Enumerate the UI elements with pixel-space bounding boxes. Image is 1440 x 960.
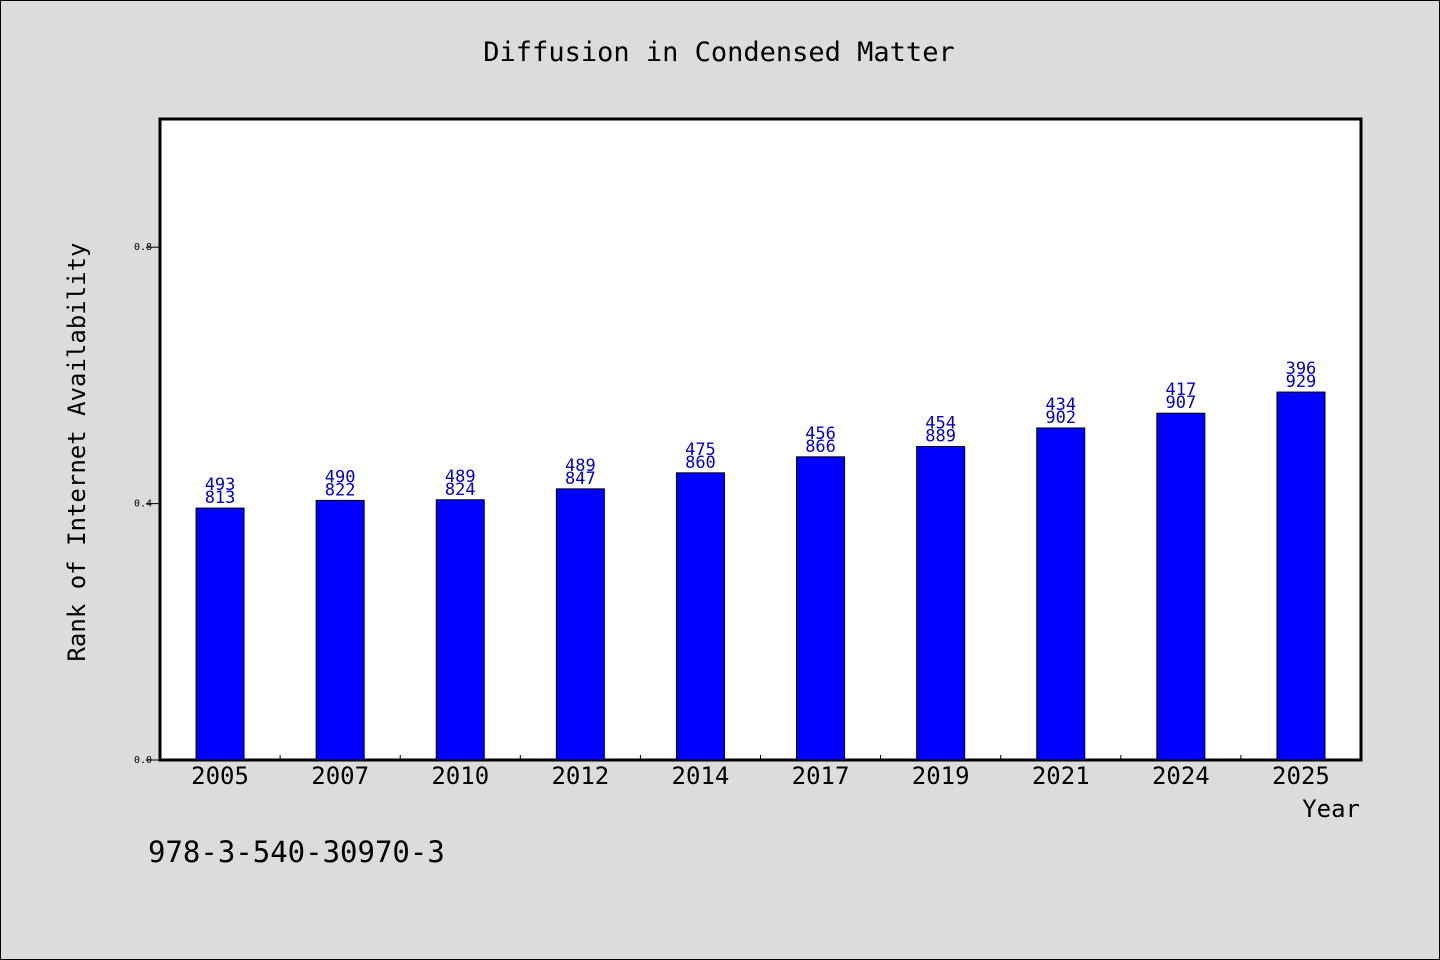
x-axis: 2005 2007 2010 2012 2014 2017 2019 2021 2024 2025 (191, 755, 1330, 790)
y-axis-label: Rank of Internet Availability (63, 242, 91, 661)
x-tick-label: 2014 (672, 762, 730, 790)
data-label-bottom: 866 (805, 437, 836, 457)
data-label-bottom: 824 (445, 480, 476, 500)
bar (1156, 412, 1206, 761)
bar (675, 472, 725, 761)
x-tick-label: 2025 (1272, 762, 1330, 790)
x-tick-label: 2010 (431, 762, 489, 790)
data-label-top: 475 (685, 440, 716, 460)
y-tick-label: 0.4 (134, 499, 152, 510)
x-tick-label: 2012 (551, 762, 609, 790)
x-tick-label: 2017 (792, 762, 850, 790)
isbn-label: 978-3-540-30970-3 (148, 835, 445, 869)
data-label-bottom: 902 (1045, 408, 1076, 428)
data-labels: 4938134908224898244898474758604568664548… (205, 359, 1317, 508)
data-label-top: 434 (1045, 395, 1076, 415)
x-axis-label: Year (1302, 795, 1360, 823)
data-label-top: 489 (565, 456, 596, 476)
data-label-bottom: 929 (1286, 372, 1317, 392)
bar-series (195, 391, 1326, 761)
y-tick-label: 0.0 (134, 755, 152, 766)
bar (195, 507, 245, 761)
data-label-top: 396 (1286, 359, 1317, 379)
x-tick-label: 2021 (1032, 762, 1090, 790)
bar (1276, 391, 1326, 761)
x-tick-label: 2007 (311, 762, 369, 790)
data-label-bottom: 822 (325, 480, 356, 500)
y-axis: 0.0 0.4 0.8 (134, 242, 160, 766)
bar (315, 499, 365, 761)
data-label-bottom: 813 (205, 488, 236, 508)
data-label-top: 454 (925, 414, 956, 434)
data-label-bottom: 847 (565, 469, 596, 489)
chart-title: Diffusion in Condensed Matter (483, 37, 954, 68)
x-tick-label: 2024 (1152, 762, 1210, 790)
data-label-top: 490 (325, 467, 356, 487)
data-label-top: 417 (1165, 380, 1196, 400)
bar (916, 446, 966, 761)
data-label-bottom: 907 (1165, 393, 1196, 413)
x-tick-label: 2019 (912, 762, 970, 790)
data-label-bottom: 860 (685, 453, 716, 473)
x-tick-label: 2005 (191, 762, 249, 790)
bar (555, 488, 605, 761)
data-label-top: 456 (805, 424, 836, 444)
data-label-bottom: 889 (925, 427, 956, 447)
y-tick-label: 0.8 (134, 242, 152, 253)
data-label-top: 489 (445, 467, 476, 487)
data-label-top: 493 (205, 475, 236, 495)
bar (1036, 427, 1086, 761)
bar (435, 499, 485, 761)
bar (796, 456, 846, 761)
